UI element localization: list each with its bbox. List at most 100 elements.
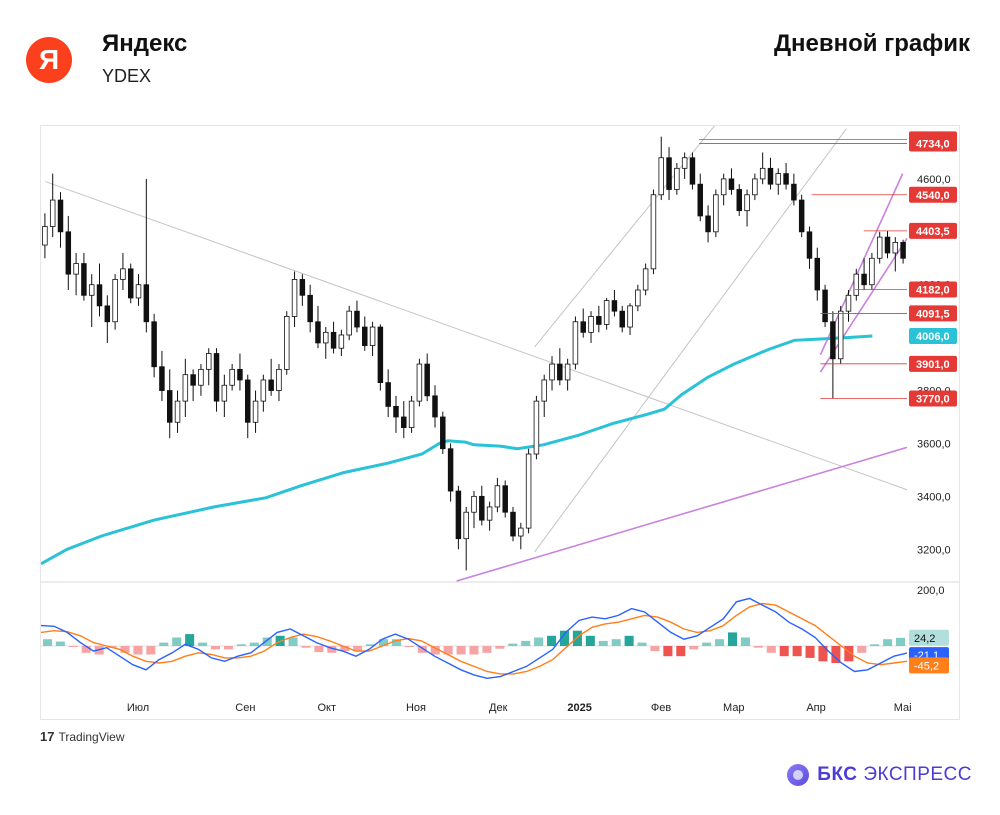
price-level-badge [909, 135, 957, 152]
candle-body [432, 395, 438, 418]
histogram-bar [624, 635, 634, 646]
candle-body [284, 316, 290, 370]
candle-body [369, 326, 376, 346]
candle-body [190, 374, 196, 386]
histogram-bar [844, 646, 854, 662]
price-level-label: 4006,0 [916, 331, 950, 343]
histogram-bar [883, 639, 893, 646]
candle-body [541, 379, 547, 402]
candle-body [681, 157, 688, 169]
histogram-bar [779, 646, 789, 657]
candle-body [213, 353, 220, 402]
histogram-bar [637, 642, 647, 646]
candle-body [502, 485, 508, 513]
candle-body [611, 300, 618, 312]
candle-body [572, 321, 579, 365]
x-axis-label: Окт [318, 702, 337, 714]
candle-body [525, 453, 532, 529]
x-axis-label: Фев [651, 702, 671, 714]
price-level-badge [909, 355, 957, 372]
candle-body [315, 321, 321, 344]
candle-body [393, 406, 399, 418]
candle-body [447, 448, 454, 492]
candle-body [759, 167, 766, 180]
histogram-bar [753, 646, 763, 648]
candle-body [814, 257, 821, 291]
candle-body [767, 167, 774, 185]
histogram-bar [133, 646, 143, 655]
candle-body [627, 305, 633, 328]
candle-body [127, 268, 134, 299]
histogram-bar [766, 646, 776, 653]
candle-body [268, 379, 274, 391]
histogram-bar [585, 635, 595, 646]
histogram-bar [81, 646, 91, 653]
candle-body [635, 289, 641, 307]
candle-body [440, 416, 446, 450]
histogram-bar [715, 639, 725, 646]
candle-body [42, 226, 48, 246]
histogram-bar [172, 637, 182, 646]
candle-body [252, 400, 259, 423]
candle-body [354, 310, 360, 328]
candle-body [783, 173, 789, 185]
candle-body [307, 294, 313, 323]
moving-average-line [41, 334, 873, 566]
candle-body [455, 490, 462, 540]
histogram-bar [611, 639, 621, 646]
x-axis-label: Мар [723, 702, 745, 714]
candle-body [658, 157, 664, 196]
histogram-bar [262, 637, 272, 646]
candle-body [806, 231, 813, 259]
histogram-bar [430, 646, 440, 655]
bcs-brand: БКС ЭКСПРЕСС [787, 764, 972, 786]
histogram-bar [831, 646, 841, 663]
candle-body [143, 284, 150, 323]
histogram-bar [508, 643, 518, 646]
macd-line [41, 597, 908, 680]
candle-body [57, 199, 64, 233]
candle-body [666, 157, 672, 190]
price-level-badge [909, 390, 957, 407]
histogram-bar [818, 646, 828, 662]
candle-body [424, 363, 430, 397]
candle-body [900, 241, 906, 259]
candle-body [713, 194, 719, 233]
candle-body [557, 363, 563, 381]
histogram-bar [314, 646, 324, 653]
candle-body [533, 400, 540, 455]
bcs-logo-icon [787, 764, 810, 786]
price-level-badge [909, 186, 957, 203]
histogram-bar [740, 637, 750, 646]
candle-body [416, 363, 423, 402]
candle-body [580, 321, 586, 333]
x-axis-label: 2025 [567, 702, 591, 714]
candle-body [112, 279, 118, 323]
histogram-bar [896, 637, 906, 646]
candle-body [245, 379, 251, 423]
histogram-bar [249, 642, 259, 646]
candle-body [237, 368, 243, 381]
histogram-bar [55, 641, 65, 646]
candle-body [151, 321, 157, 368]
histogram-bar [391, 639, 401, 646]
oscillator-axis-label: 200,0 [917, 585, 945, 597]
histogram-bar [42, 639, 52, 646]
candle-body [49, 199, 56, 227]
histogram-bar [301, 646, 311, 648]
chart-canvas[interactable]: 4600,04400,04200,03800,03600,03400,03200… [41, 126, 959, 719]
price-tick-label: 3200,0 [917, 544, 951, 556]
candle-body [174, 400, 181, 423]
price-chart[interactable]: 4600,04400,04200,03800,03600,03400,03200… [40, 125, 960, 720]
trend-line [45, 181, 908, 491]
candle-body [791, 183, 797, 201]
tradingview-credit[interactable]: 17 TradingView [40, 729, 125, 744]
candle-body [276, 368, 282, 391]
price-level-label: 4091,5 [916, 308, 950, 320]
candle-body [892, 241, 899, 254]
candle-body [323, 331, 329, 344]
histogram-bar [572, 630, 582, 646]
candle-body [861, 273, 867, 286]
yandex-logo: Я [26, 37, 72, 83]
oscillator-value-badge [909, 629, 949, 646]
